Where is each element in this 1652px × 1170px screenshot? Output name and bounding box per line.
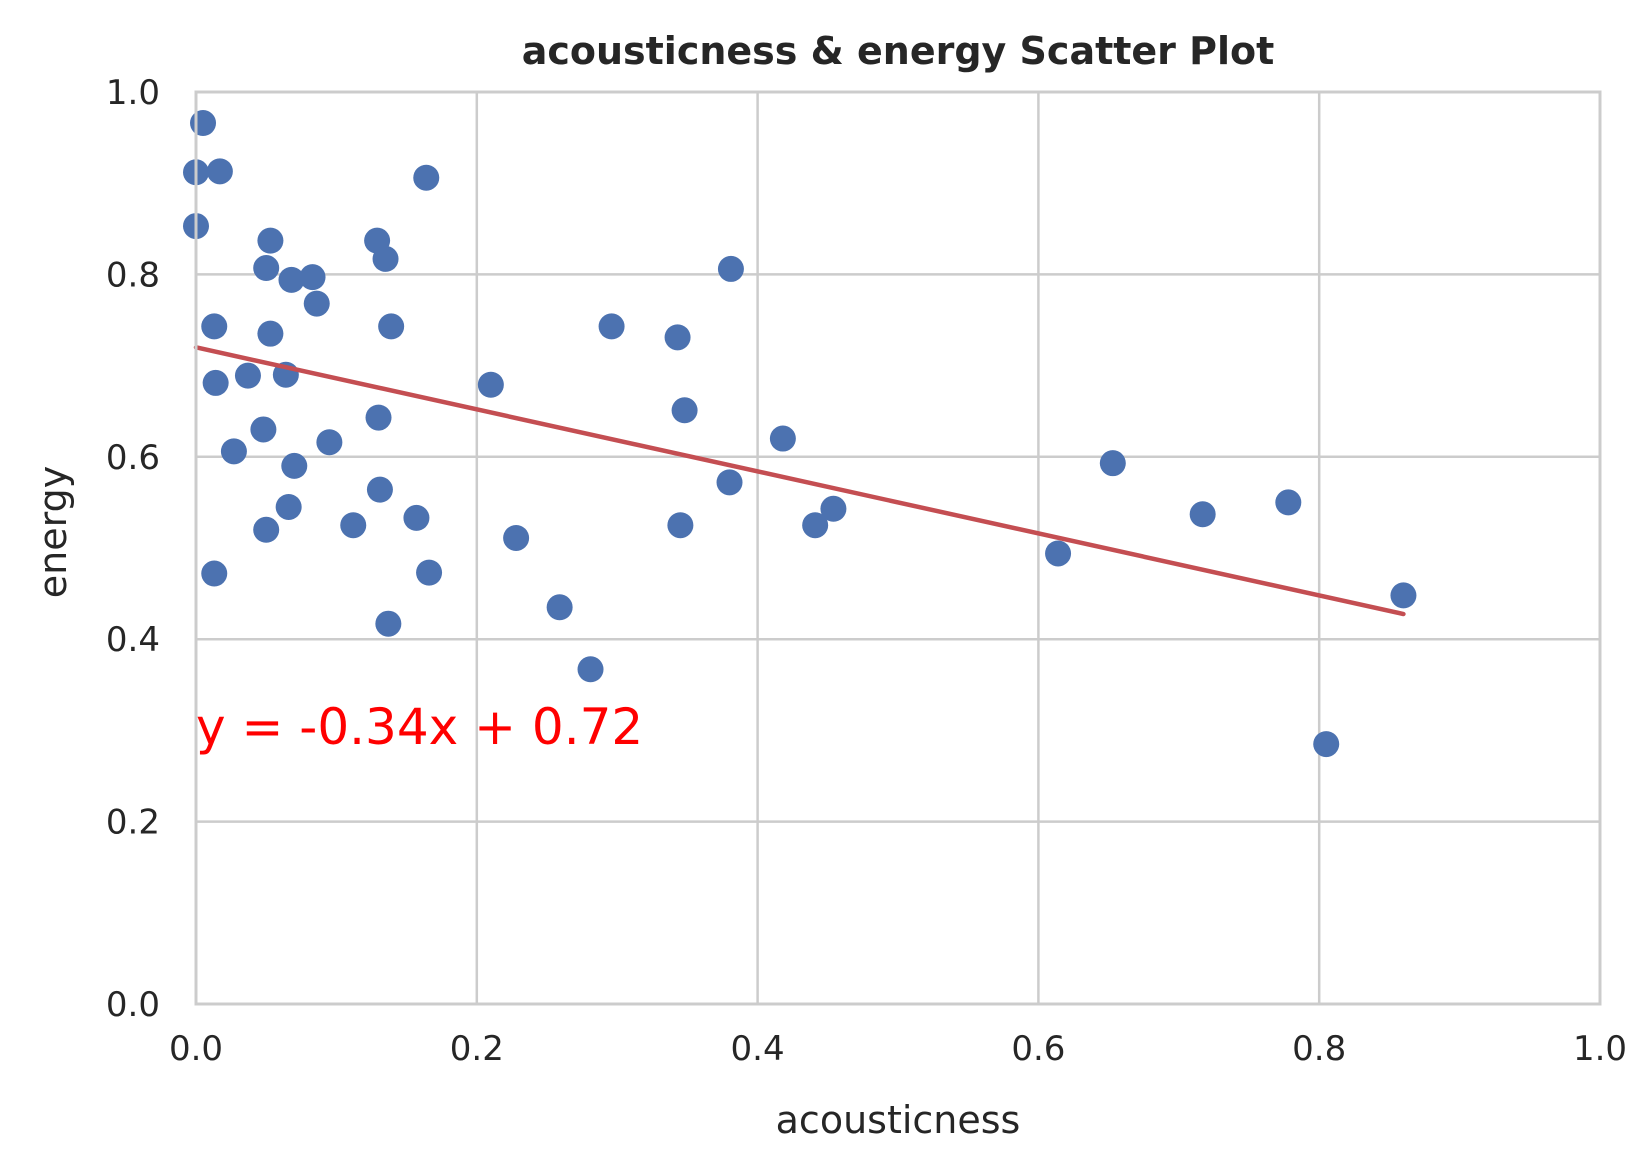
scatter-point	[1189, 501, 1216, 528]
scatter-point	[234, 362, 261, 389]
scatter-point	[577, 656, 604, 683]
scatter-point	[598, 313, 625, 340]
scatter-point	[202, 369, 229, 396]
y-axis-title: energy	[31, 466, 75, 598]
chart-title: acousticness & energy Scatter Plot	[522, 29, 1275, 73]
scatter-point	[257, 227, 284, 254]
scatter-point	[201, 313, 228, 340]
scatter-point	[503, 524, 530, 551]
scatter-point	[403, 504, 430, 531]
scatter-point	[667, 512, 694, 539]
x-tick-label: 0.8	[1292, 1029, 1346, 1069]
gridlines	[194, 90, 1602, 1006]
scatter-point	[820, 495, 847, 522]
y-tick-label: 0.2	[106, 803, 160, 843]
scatter-point	[716, 469, 743, 496]
x-tick-label: 0.2	[450, 1029, 504, 1069]
x-tick-label: 1.0	[1573, 1029, 1627, 1069]
scatter-point	[281, 452, 308, 479]
y-tick-label: 0.4	[106, 620, 160, 660]
scatter-point	[1099, 450, 1126, 477]
scatter-point	[365, 404, 392, 431]
scatter-point	[278, 266, 305, 293]
scatter-point	[253, 255, 280, 282]
scatter-point	[366, 476, 393, 503]
scatter-point	[201, 560, 228, 587]
tick-labels: 0.0 0.2 0.4 0.6 0.8 1.0 0.0 0.2 0.4 0.6 0.8 1.0	[106, 73, 1627, 1069]
scatter-point	[546, 594, 573, 621]
trendline-equation: y = -0.34x + 0.72	[196, 698, 643, 756]
scatter-point	[1045, 540, 1072, 567]
scatter-point	[190, 110, 217, 137]
scatter-point	[1390, 582, 1417, 609]
y-tick-label: 0.0	[106, 985, 160, 1025]
scatter-point	[253, 516, 280, 543]
trendline-group: y = -0.34x + 0.72	[193, 345, 1406, 756]
scatter-point	[802, 512, 829, 539]
x-tick-label: 0.4	[731, 1029, 785, 1069]
scatter-point	[477, 371, 504, 398]
scatter-point	[717, 255, 744, 282]
scatter-point	[413, 164, 440, 191]
scatter-point	[1275, 489, 1302, 516]
scatter-point	[416, 559, 443, 586]
y-tick-label: 0.8	[106, 255, 160, 295]
scatter-point	[378, 313, 405, 340]
scatter-points	[183, 110, 1417, 758]
scatter-point	[257, 320, 284, 347]
scatter-point	[220, 438, 247, 465]
scatter-point	[671, 397, 698, 424]
scatter-point	[372, 245, 399, 272]
x-axis-title: acousticness	[776, 1098, 1021, 1142]
y-tick-label: 0.6	[106, 438, 160, 478]
scatter-point	[664, 324, 691, 351]
scatter-point	[316, 429, 343, 456]
x-tick-label: 0.6	[1011, 1029, 1065, 1069]
trendline	[193, 345, 1406, 617]
scatter-point	[375, 610, 402, 637]
scatter-point	[340, 512, 367, 539]
y-tick-label: 1.0	[106, 73, 160, 113]
scatter-point	[250, 416, 277, 443]
scatter-point	[299, 264, 326, 291]
scatter-point	[769, 425, 796, 452]
scatter-point	[303, 290, 330, 317]
x-tick-label: 0.0	[169, 1029, 223, 1069]
scatter-point	[275, 493, 302, 520]
plot-frame	[194, 90, 1602, 1006]
scatter-point	[1313, 731, 1340, 758]
scatter-point	[206, 158, 233, 185]
